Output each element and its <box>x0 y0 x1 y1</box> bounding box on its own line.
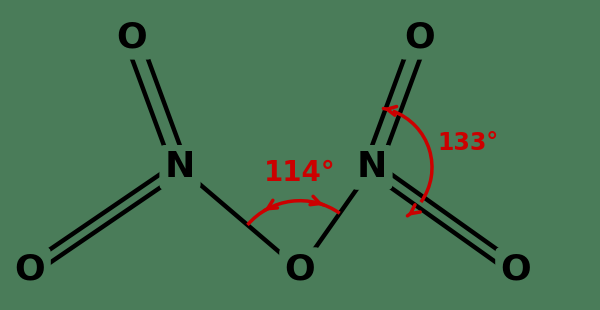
Text: N: N <box>165 150 195 184</box>
Text: 114°: 114° <box>264 159 336 187</box>
Text: O: O <box>116 20 148 54</box>
Text: O: O <box>14 253 46 287</box>
Text: 133°: 133° <box>437 131 499 155</box>
Text: N: N <box>357 150 387 184</box>
Text: O: O <box>404 20 436 54</box>
Text: O: O <box>500 253 532 287</box>
Text: O: O <box>284 253 316 287</box>
